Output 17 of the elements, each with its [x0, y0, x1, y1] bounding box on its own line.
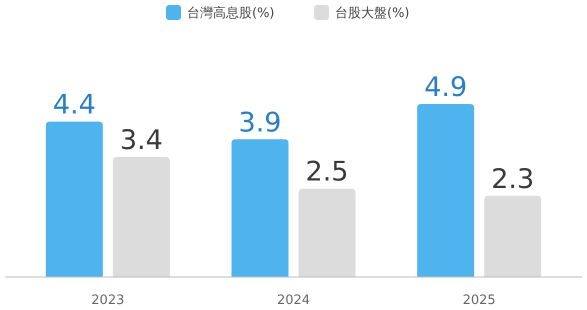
- data-label: 3.4: [120, 124, 163, 156]
- bar: [232, 139, 288, 277]
- x-tick-label: 2024: [276, 293, 310, 308]
- bar: [112, 156, 170, 277]
- data-label: 4.9: [424, 72, 468, 103]
- bar: [417, 104, 474, 277]
- bar: [484, 196, 542, 277]
- bar: [46, 122, 103, 277]
- data-label: 2.3: [491, 164, 534, 195]
- legend-label: 台股大盤(%): [335, 6, 410, 21]
- data-label: 3.9: [238, 107, 282, 138]
- data-label: 2.5: [306, 156, 348, 188]
- data-label: 4.4: [52, 90, 96, 121]
- legend-label: 台灣高息股(%): [187, 5, 274, 21]
- x-tick-label: 2023: [91, 293, 124, 308]
- x-tick-label: 2025: [462, 293, 496, 308]
- bar: [298, 188, 356, 277]
